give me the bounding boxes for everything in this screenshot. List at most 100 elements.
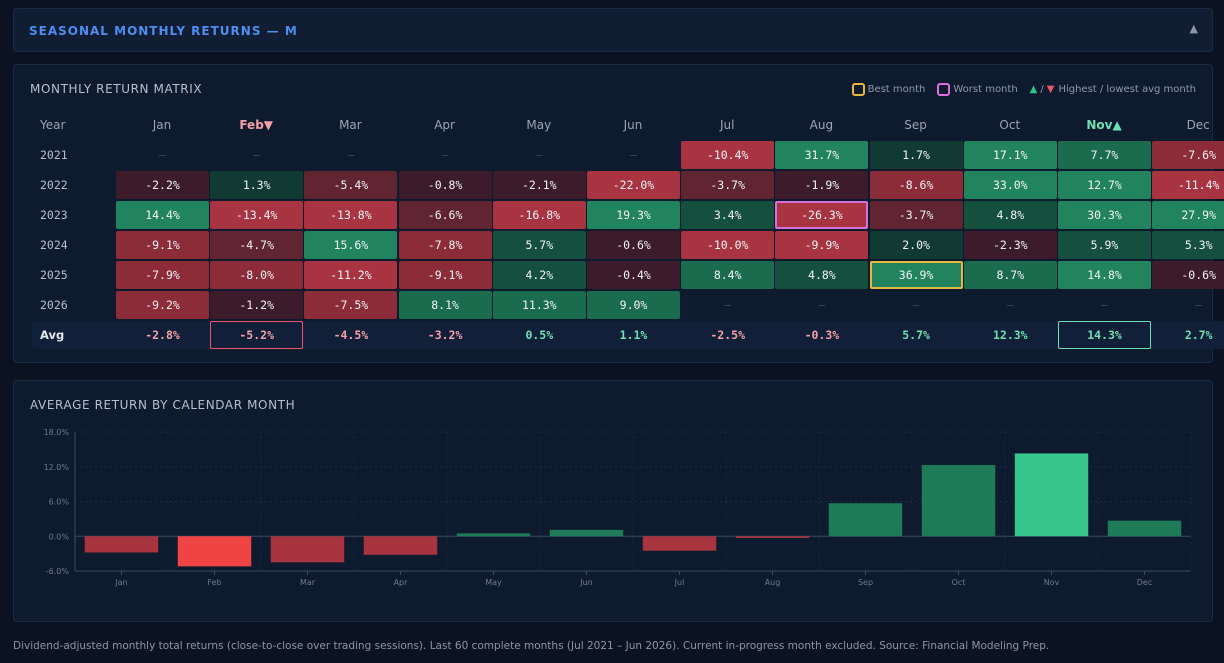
matrix-cell: 2.0% [869, 231, 963, 259]
matrix-cell: 4.2% [492, 261, 586, 289]
bar-may [456, 533, 531, 537]
matrix-cell: -10.4% [681, 141, 775, 169]
matrix-cell: 1.7% [869, 141, 963, 169]
x-tick-label: May [485, 578, 502, 587]
matrix-cell: — [347, 148, 355, 162]
bar-dec [1107, 520, 1182, 537]
matrix-cell: -7.8% [398, 231, 492, 259]
matrix-cell: -1.2% [210, 291, 304, 319]
legend-avg-label: Highest / lowest avg month [1058, 84, 1196, 95]
matrix-cell: -9.9% [775, 231, 869, 259]
legend-best-label: Best month [867, 84, 926, 95]
matrix-title: MONTHLY RETURN MATRIX [30, 82, 203, 96]
return-matrix-panel: MONTHLY RETURN MATRIX Best month Worst m… [13, 64, 1224, 363]
year-label: 2021 [40, 148, 68, 162]
legend-worst-label: Worst month [953, 84, 1018, 95]
matrix-cell: -16.8% [492, 201, 586, 229]
month-header-jul: Jul [719, 118, 735, 132]
matrix-cell: -10.0% [681, 231, 775, 259]
bar-jan [84, 536, 159, 553]
matrix-cell: -26.3% [775, 201, 869, 229]
avg-cell: -4.5% [333, 328, 369, 342]
avg-cell: -0.3% [804, 328, 840, 342]
matrix-cell: — [253, 148, 261, 162]
matrix-cell: -0.4% [587, 261, 680, 289]
matrix-cell: -6.6% [398, 201, 492, 229]
matrix-cell: 8.4% [681, 261, 775, 289]
avg-cell: -2.8% [145, 328, 180, 342]
x-tick-label: Aug [765, 578, 781, 587]
x-tick-label: Jan [114, 578, 127, 587]
section-header[interactable]: SEASONAL MONTHLY RETURNS — M ▲ [13, 8, 1213, 52]
matrix-cell: -7.9% [116, 261, 209, 289]
matrix-legend: Best month Worst month ▲ / ▼ Highest / l… [840, 83, 1196, 96]
matrix-cell: 1.3% [210, 171, 304, 199]
matrix-cell: — [1006, 298, 1014, 312]
matrix-cell: 5.9% [1058, 231, 1151, 259]
avg-cell: 1.1% [619, 328, 648, 342]
x-tick-label: Oct [952, 578, 966, 587]
y-tick-label: 18.0% [44, 428, 70, 437]
footnote: Dividend-adjusted monthly total returns … [13, 640, 1050, 652]
avg-cell: 0.5% [525, 328, 554, 342]
best-month-swatch-icon [851, 83, 865, 96]
legend-slash: / [1040, 84, 1044, 95]
chart-title: AVERAGE RETURN BY CALENDAR MONTH [30, 398, 296, 412]
matrix-cell: 17.1% [963, 141, 1057, 169]
month-header-oct: Oct [999, 118, 1021, 132]
matrix-cell: -8.6% [869, 171, 963, 199]
bar-aug [735, 536, 810, 538]
matrix-cell: -9.2% [116, 291, 209, 319]
legend-best: Best month [851, 83, 926, 96]
matrix-cell: 15.6% [304, 231, 398, 259]
avg-return-chart-panel: AVERAGE RETURN BY CALENDAR MONTH -6.0% 0.… [13, 380, 1213, 622]
matrix-cell: -13.8% [304, 201, 398, 229]
x-tick-label: Jun [579, 578, 593, 587]
y-tick-label: -6.0% [46, 567, 70, 576]
avg-label: Avg [40, 328, 65, 342]
matrix-cell: -7.5% [304, 291, 398, 319]
x-tick-label: Apr [394, 578, 409, 587]
matrix-cell: 5.7% [492, 231, 586, 259]
year-label: 2025 [40, 268, 68, 282]
triangle-down-icon: ▼ [1046, 84, 1055, 95]
matrix-cell: -7.6% [1152, 141, 1224, 169]
collapse-icon[interactable]: ▲ [1189, 22, 1198, 35]
matrix-cell: -0.6% [587, 231, 680, 259]
x-tick-label: Nov [1044, 578, 1060, 587]
matrix-cell: 3.4% [681, 201, 775, 229]
avg-cell: 12.3% [992, 328, 1028, 342]
matrix-cell: 8.1% [398, 291, 492, 319]
matrix-cell: — [630, 148, 637, 162]
matrix-cell: 30.3% [1058, 201, 1151, 229]
matrix-cell: 4.8% [963, 201, 1057, 229]
bar-jun [549, 529, 624, 537]
month-header-jun: Jun [623, 118, 643, 132]
matrix-cell: -11.4% [1152, 171, 1224, 199]
x-tick-label: Dec [1137, 578, 1152, 587]
matrix-cell: -5.4% [304, 171, 398, 199]
month-header-apr: Apr [434, 118, 455, 132]
avg-cell: -5.2% [210, 321, 304, 349]
matrix-cell: — [724, 298, 732, 312]
matrix-cell: -11.2% [304, 261, 398, 289]
bar-nov [1014, 453, 1089, 537]
avg-return-bar-chart: -6.0% 0.0% 6.0% 12.0% 18.0% Jan Feb Mar Apr May Ju… [44, 428, 1192, 587]
year-label: 2024 [40, 238, 68, 252]
avg-row [32, 321, 1224, 349]
bar-mar [270, 536, 345, 563]
matrix-cell: -3.7% [681, 171, 775, 199]
matrix-cell: 36.9% [869, 261, 963, 289]
y-tick-label: 12.0% [44, 463, 70, 472]
matrix-cell: 14.4% [116, 201, 209, 229]
matrix-cell: 33.0% [963, 171, 1057, 199]
section-title: SEASONAL MONTHLY RETURNS — M [29, 24, 298, 38]
matrix-cell: 4.8% [775, 261, 869, 289]
month-header-dec: Dec [1186, 118, 1210, 132]
bar-jul [642, 536, 717, 551]
x-tick-label: Jul [674, 578, 685, 587]
month-header-mar: Mar [339, 118, 362, 132]
matrix-cell: — [1195, 298, 1203, 312]
matrix-cell: -22.0% [587, 171, 680, 199]
matrix-cell: -4.7% [210, 231, 304, 259]
